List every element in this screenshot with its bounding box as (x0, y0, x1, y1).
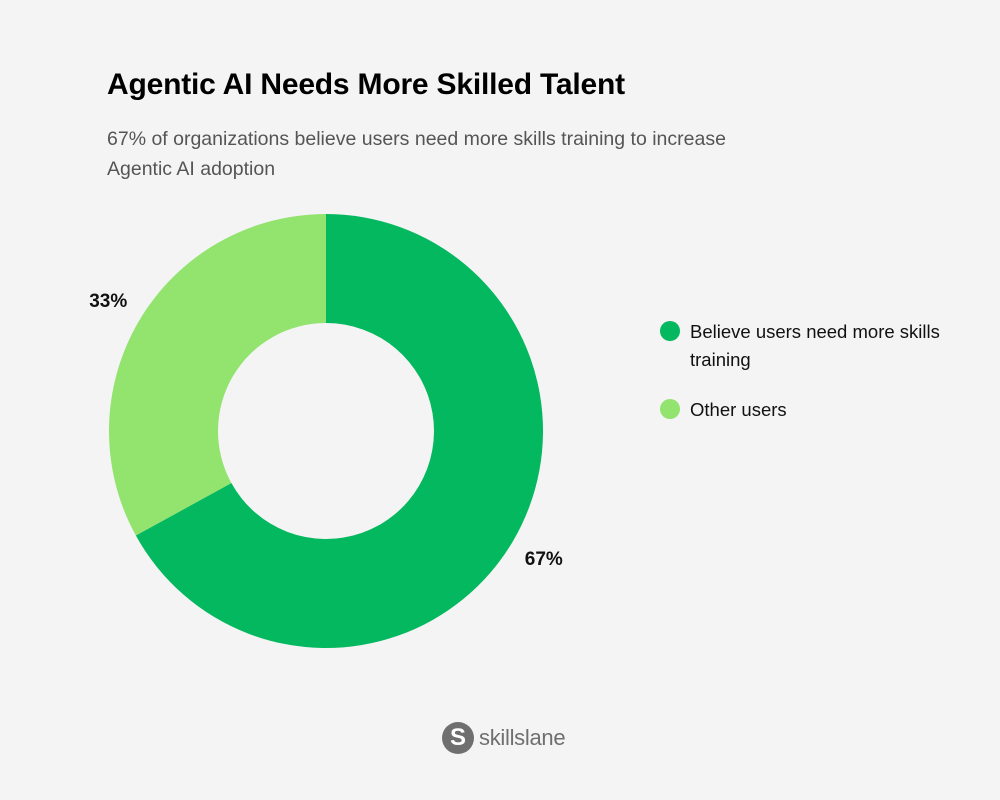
chart-legend: Believe users need more skills training O… (660, 318, 980, 446)
legend-label: Believe users need more skills training (690, 321, 940, 370)
chart-title: Agentic AI Needs More Skilled Talent (107, 68, 625, 101)
slice-value-label: 33% (89, 291, 127, 312)
legend-item: Other users (660, 396, 980, 424)
brand-name: skillslane (479, 725, 566, 750)
legend-swatch-icon (660, 321, 680, 341)
skillslane-logo-icon: S (442, 722, 474, 754)
donut-slice-1 (135, 214, 544, 648)
chart-subtitle: 67% of organizations believe users need … (107, 128, 726, 180)
donut-slice-2 (109, 214, 326, 536)
legend-label: Other users (690, 399, 787, 420)
slice-value-label: 67% (525, 549, 563, 570)
legend-swatch-icon (660, 399, 680, 419)
legend-item: Believe users need more skills training (660, 318, 980, 374)
brand: S skillslane (442, 722, 566, 754)
